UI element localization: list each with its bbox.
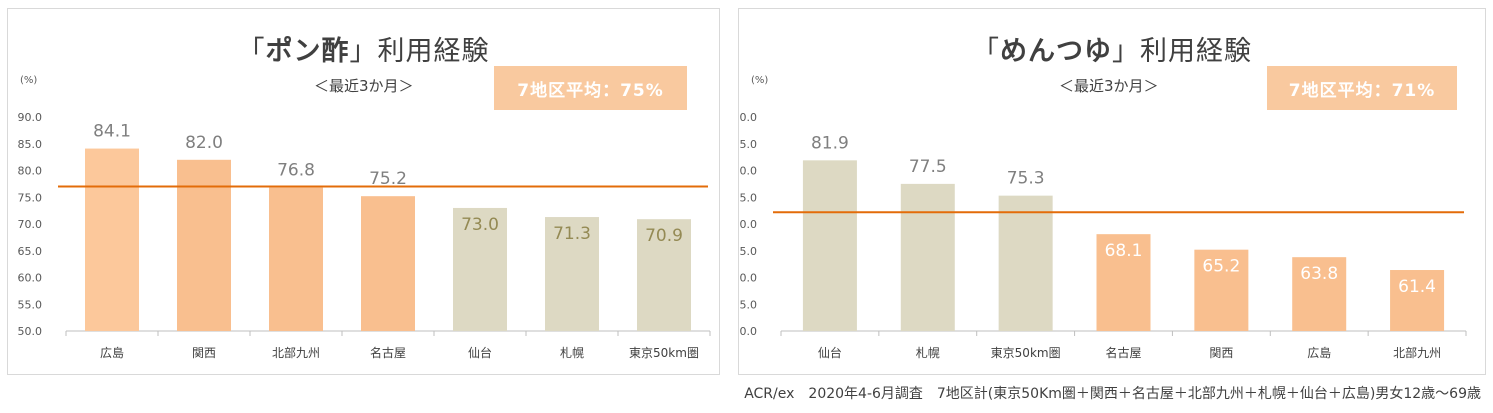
value-label: 82.0 [185, 133, 223, 153]
y-tick-label: 60.0 [18, 272, 43, 285]
chart-subtitle: ＜最近3か月＞ [314, 77, 414, 95]
value-label: 71.3 [553, 224, 591, 244]
chart-panel-mentsuyu: 「めんつゆ」利用経験 ＜最近3か月＞ 7地区平均：71% (%) 90.0 85.… [738, 8, 1486, 375]
value-label: 75.2 [369, 169, 407, 189]
y-tick-label: 90.0 [739, 111, 757, 124]
footer-note: ACR/ex 2020年4-6月調査 7地区計(東京50Km圏＋関西＋名古屋＋北… [744, 386, 1481, 402]
bar-広島 [1292, 257, 1347, 331]
value-label: 65.2 [1202, 257, 1240, 277]
y-tick-label: 65.0 [739, 245, 757, 258]
value-label: 73.0 [461, 215, 499, 235]
value-label: 63.8 [1300, 264, 1338, 284]
y-tick-label: 60.0 [739, 272, 757, 285]
y-tick-label: 70.0 [739, 218, 757, 231]
category-label: 広島 [100, 345, 124, 360]
chart-subtitle: ＜最近3か月＞ [1059, 77, 1159, 95]
chart-title: 「ポン酢」利用経験 [237, 36, 490, 67]
bar-北部九州 [1390, 270, 1445, 331]
value-label: 76.8 [277, 161, 315, 181]
y-tick-label: 75.0 [18, 191, 43, 204]
bar-関西 [1194, 249, 1249, 331]
category-label: 札幌 [916, 345, 940, 360]
category-label: 関西 [192, 346, 216, 360]
chart-panel-ponzu: 「ポン酢」利用経験 ＜最近3か月＞ 7地区平均：75% (%) 90.0 85.0… [7, 8, 720, 375]
bar-東京50km圏 [998, 195, 1053, 331]
value-label: 84.1 [93, 122, 131, 142]
y-tick-label: 50.0 [739, 325, 757, 338]
y-tick-label: 55.0 [18, 298, 43, 311]
bar-chart-mentsuyu: 90.0 85.0 80.0 75.0 70.0 65.0 60.0 55.0 50.0 81.9… [739, 111, 1467, 360]
y-tick-label: 50.0 [18, 325, 43, 338]
category-label: 仙台 [818, 345, 842, 360]
value-label: 81.9 [811, 133, 849, 153]
y-tick-label: 55.0 [739, 298, 757, 311]
bar-東京50km圏 [637, 219, 691, 331]
value-label: 75.3 [1007, 169, 1045, 189]
category-label: 名古屋 [1105, 345, 1141, 360]
category-label: 東京50km圏 [629, 346, 699, 360]
bar-名古屋 [361, 196, 415, 331]
category-label: 札幌 [560, 345, 584, 360]
average-badge: 7地区平均：75% [494, 66, 687, 110]
value-label: 77.5 [909, 157, 947, 177]
bar-広島 [85, 148, 139, 331]
bar-名古屋 [1096, 234, 1151, 331]
average-badge: 7地区平均：71% [1267, 66, 1457, 110]
bar-chart-ponzu: 90.0 85.0 80.0 75.0 70.0 65.0 60.0 55.0 50.0 84.1… [18, 111, 711, 360]
category-label: 広島 [1307, 345, 1331, 360]
bar-関西 [177, 159, 231, 331]
y-tick-label: 80.0 [18, 165, 43, 178]
value-label: 70.9 [645, 226, 683, 246]
y-tick-label: 70.0 [18, 218, 43, 231]
category-label: 北部九州 [1393, 345, 1441, 360]
y-tick-label: 65.0 [18, 245, 43, 258]
value-label: 61.4 [1398, 277, 1436, 297]
bar-札幌 [545, 217, 599, 331]
y-axis-unit: (%) [751, 75, 769, 86]
y-tick-label: 80.0 [739, 165, 757, 178]
y-tick-label: 90.0 [18, 111, 43, 124]
category-label: 東京50km圏 [991, 346, 1061, 360]
y-tick-label: 85.0 [18, 138, 43, 151]
category-label: 北部九州 [272, 345, 320, 360]
category-label: 仙台 [468, 345, 492, 360]
value-label: 68.1 [1105, 241, 1143, 261]
chart-title: 「めんつゆ」利用経験 [972, 36, 1252, 67]
bar-仙台 [802, 160, 857, 331]
category-label: 関西 [1209, 346, 1233, 360]
bar-北部九州 [269, 187, 323, 331]
bar-仙台 [453, 207, 507, 331]
y-tick-label: 85.0 [739, 138, 757, 151]
bar-札幌 [900, 183, 955, 331]
category-label: 名古屋 [370, 345, 406, 360]
y-tick-label: 75.0 [739, 191, 757, 204]
y-axis-unit: (%) [20, 75, 38, 86]
